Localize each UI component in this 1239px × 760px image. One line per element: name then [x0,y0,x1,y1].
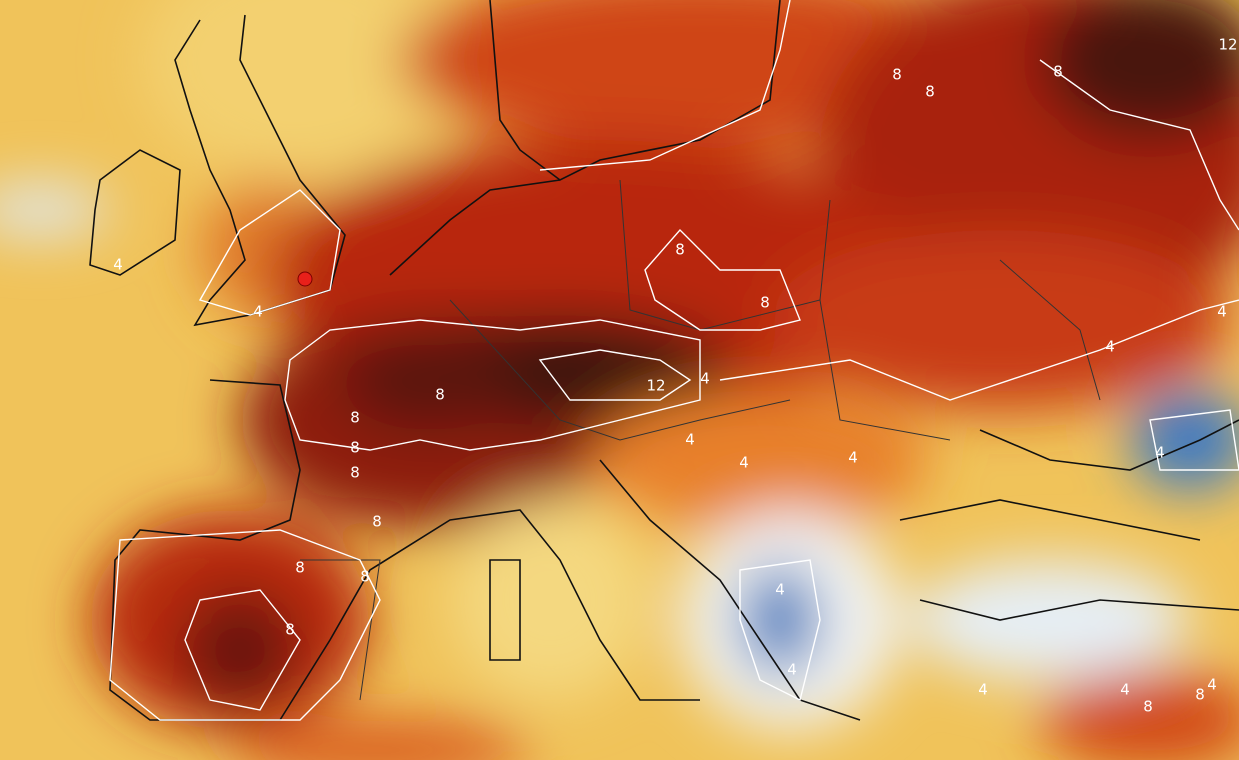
contour-label: 4 [700,370,710,388]
contour-label: 8 [1053,63,1063,81]
contour-label: 8 [925,83,935,101]
contour-label: 8 [435,386,445,404]
contour-label: 8 [295,559,305,577]
contour-label: 8 [760,294,770,312]
contour-label: 4 [1217,303,1227,321]
contour-label: 4 [253,303,263,321]
contour-label: 8 [372,513,382,531]
contour-label: 4 [848,449,858,467]
contour-label: 8 [350,409,360,427]
contour-label: 4 [978,681,988,699]
contour-label: 4 [739,454,749,472]
contour-label: 8 [1195,686,1205,704]
contour-label: 4 [1207,676,1217,694]
contour-label: 12 [1218,36,1237,54]
contour-label: 8 [350,439,360,457]
contour-label: 4 [1155,444,1165,462]
contour-label: 4 [685,431,695,449]
borders [300,179,1101,701]
contour-label: 8 [350,464,360,482]
contour-label: 4 [113,256,123,274]
contour-label: 8 [675,241,685,259]
contour-label: 4 [787,661,797,679]
contour-label: 8 [1143,698,1153,716]
contour-label: 8 [360,568,370,586]
contour-label: 4 [1105,338,1115,356]
contour-label: 4 [1120,681,1130,699]
contour-label: 8 [285,621,295,639]
location-marker [297,271,313,287]
contour-label: 8 [892,66,902,84]
contours [109,0,1239,721]
contour-label: 12 [646,377,665,395]
contour-label: 4 [775,581,785,599]
